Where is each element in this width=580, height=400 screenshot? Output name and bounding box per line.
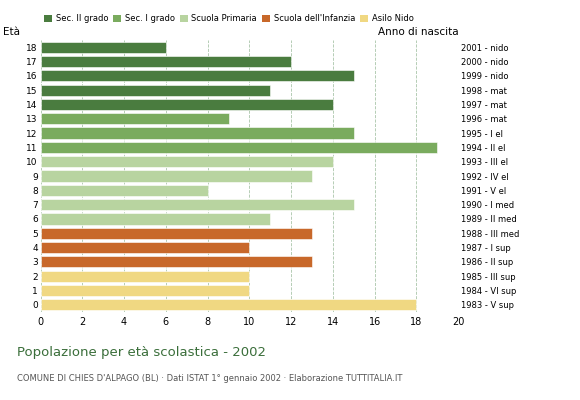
Legend: Sec. II grado, Sec. I grado, Scuola Primaria, Scuola dell'Infanzia, Asilo Nido: Sec. II grado, Sec. I grado, Scuola Prim… [41,11,417,26]
Bar [41,299,416,310]
Bar [41,185,208,196]
Bar [41,99,333,110]
Bar [41,271,249,282]
Bar [41,42,166,53]
Bar [41,113,229,124]
Bar [41,70,354,81]
Text: Popolazione per età scolastica - 2002: Popolazione per età scolastica - 2002 [17,346,266,359]
Bar [41,285,249,296]
Bar [41,142,437,153]
Text: Anno di nascita: Anno di nascita [378,27,458,37]
Bar [41,256,312,268]
Bar [41,199,354,210]
Bar [41,170,312,182]
Bar [41,84,270,96]
Bar [41,156,333,167]
Bar [41,56,291,67]
Text: Età: Età [3,27,20,37]
Bar [41,213,270,224]
Bar [41,228,312,239]
Bar [41,242,249,253]
Text: COMUNE DI CHIES D'ALPAGO (BL) · Dati ISTAT 1° gennaio 2002 · Elaborazione TUTTIT: COMUNE DI CHIES D'ALPAGO (BL) · Dati IST… [17,374,403,383]
Bar [41,128,354,139]
